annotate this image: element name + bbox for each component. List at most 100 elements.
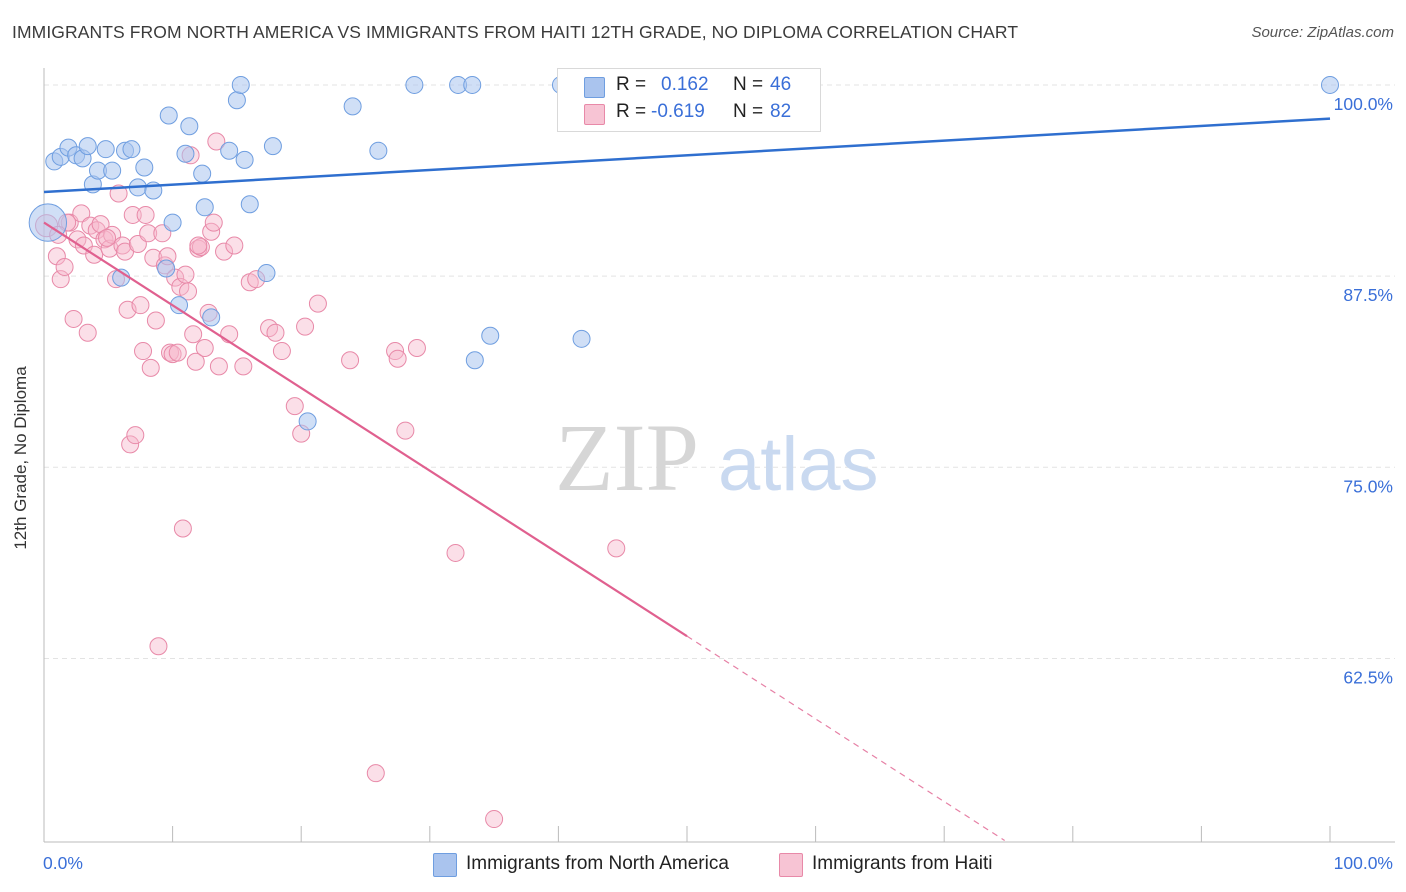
- haiti-point: [296, 317, 315, 336]
- haiti-point: [396, 421, 415, 440]
- north-america-point: [176, 144, 195, 163]
- north-america-point: [235, 150, 254, 169]
- x-tick-label: 0.0%: [43, 853, 83, 873]
- x-tick-label: 100.0%: [1334, 853, 1393, 873]
- n-value: 46: [770, 74, 792, 95]
- north-america-point: [159, 106, 178, 125]
- haiti-point: [98, 228, 117, 247]
- haiti-point: [607, 539, 626, 558]
- axes: [43, 68, 1395, 843]
- north-america-point: [78, 137, 97, 156]
- haiti-point: [485, 810, 504, 829]
- haiti-points: [35, 132, 626, 829]
- haiti-point: [139, 224, 158, 243]
- chart-title: IMMIGRANTS FROM NORTH AMERICA VS IMMIGRA…: [12, 22, 1019, 42]
- haiti-point: [260, 319, 279, 338]
- legend-swatch-pink: [779, 853, 803, 877]
- north-america-point: [405, 75, 424, 94]
- legend-swatch-blue: [584, 77, 605, 98]
- watermark-zip: ZIP: [555, 404, 699, 511]
- haiti-point: [272, 342, 291, 361]
- haiti-point: [78, 323, 97, 342]
- haiti-point: [225, 236, 244, 255]
- r-label: R =: [616, 101, 647, 122]
- haiti-point: [179, 282, 198, 301]
- north-america-point: [163, 213, 182, 232]
- r-label: R =: [616, 74, 647, 95]
- haiti-point: [121, 435, 140, 454]
- north-america-point: [263, 137, 282, 156]
- legend-swatch-blue: [433, 853, 457, 877]
- haiti-point: [204, 213, 223, 232]
- north-america-point: [157, 259, 176, 278]
- y-tick-label: 87.5%: [1343, 285, 1393, 305]
- haiti-point: [220, 325, 239, 344]
- haiti-point: [64, 309, 83, 328]
- haiti-point: [366, 764, 385, 783]
- north-america-point: [1321, 75, 1339, 94]
- north-america-points: [28, 75, 1339, 431]
- haiti-point: [388, 349, 407, 368]
- north-america-point: [240, 195, 259, 214]
- r-value: 0.162: [661, 74, 709, 95]
- n-value: 82: [770, 101, 792, 122]
- haiti-point: [207, 132, 226, 151]
- haiti-point: [186, 352, 205, 371]
- north-america-point: [202, 308, 221, 327]
- haiti-point: [209, 357, 228, 376]
- north-america-point: [122, 140, 141, 159]
- haiti-point: [176, 265, 195, 284]
- haiti-point: [308, 294, 327, 313]
- haiti-point: [123, 205, 142, 224]
- haiti-point: [266, 323, 285, 342]
- y-axis-label: 12th Grade, No Diploma: [11, 366, 30, 550]
- haiti-trend-line-extension: [686, 635, 1005, 841]
- watermark-atlas: atlas: [718, 422, 879, 507]
- watermark: ZIP atlas: [555, 404, 879, 511]
- haiti-point: [126, 426, 145, 445]
- haiti-point: [407, 339, 426, 357]
- north-america-point: [343, 97, 362, 116]
- haiti-point: [215, 242, 234, 261]
- n-label: N =: [733, 101, 764, 122]
- north-america-point: [257, 264, 276, 283]
- north-america-point: [369, 141, 388, 160]
- north-america-point: [231, 75, 250, 94]
- north-america-trend-line: [43, 117, 1331, 194]
- n-label: N =: [733, 74, 764, 95]
- tick-labels: 100.0% 87.5% 75.0% 62.5% 0.0% 100.0%: [43, 94, 1393, 873]
- haiti-point: [136, 205, 155, 224]
- north-america-point: [572, 329, 591, 348]
- haiti-point: [72, 204, 91, 223]
- haiti-point: [149, 637, 168, 656]
- haiti-point: [173, 519, 192, 538]
- haiti-point: [134, 342, 153, 361]
- haiti-point: [168, 343, 187, 362]
- haiti-point: [285, 397, 304, 416]
- haiti-point: [446, 543, 465, 562]
- north-america-point: [193, 164, 212, 183]
- haiti-point: [195, 339, 214, 357]
- trend-lines: [43, 117, 1331, 841]
- north-america-point: [103, 161, 122, 180]
- north-america-point: [298, 412, 317, 431]
- y-tick-label: 100.0%: [1334, 94, 1393, 114]
- legend-label: Immigrants from Haiti: [812, 853, 993, 874]
- north-america-point: [481, 326, 500, 345]
- haiti-trend-line: [43, 221, 688, 638]
- north-america-point: [96, 140, 115, 159]
- r-value: -0.619: [651, 101, 705, 122]
- haiti-point: [141, 358, 160, 377]
- legend-swatch-pink: [584, 104, 605, 125]
- y-tick-label: 75.0%: [1343, 476, 1393, 496]
- haiti-point: [146, 311, 165, 330]
- haiti-point: [184, 325, 203, 344]
- north-america-point: [220, 141, 239, 160]
- legend-label: Immigrants from North America: [466, 853, 729, 874]
- haiti-point: [51, 270, 70, 289]
- north-america-point: [463, 75, 482, 94]
- haiti-point: [189, 236, 208, 255]
- north-america-point: [28, 203, 68, 242]
- y-tick-label: 62.5%: [1343, 667, 1393, 687]
